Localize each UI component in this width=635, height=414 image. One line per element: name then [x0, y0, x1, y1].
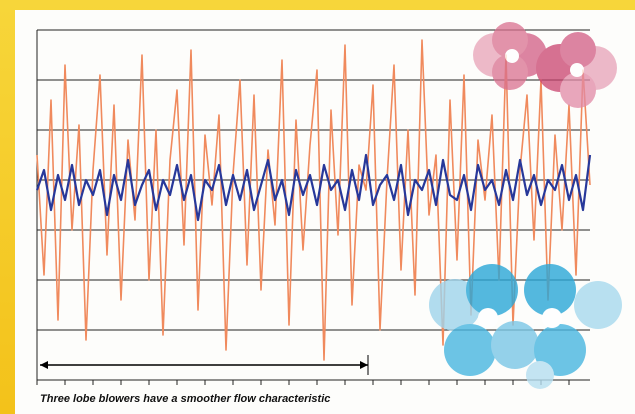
caption: Three lobe blowers have a smoother flow … [40, 393, 330, 405]
chart: Three lobe blowers have a smoother flow … [0, 0, 635, 414]
